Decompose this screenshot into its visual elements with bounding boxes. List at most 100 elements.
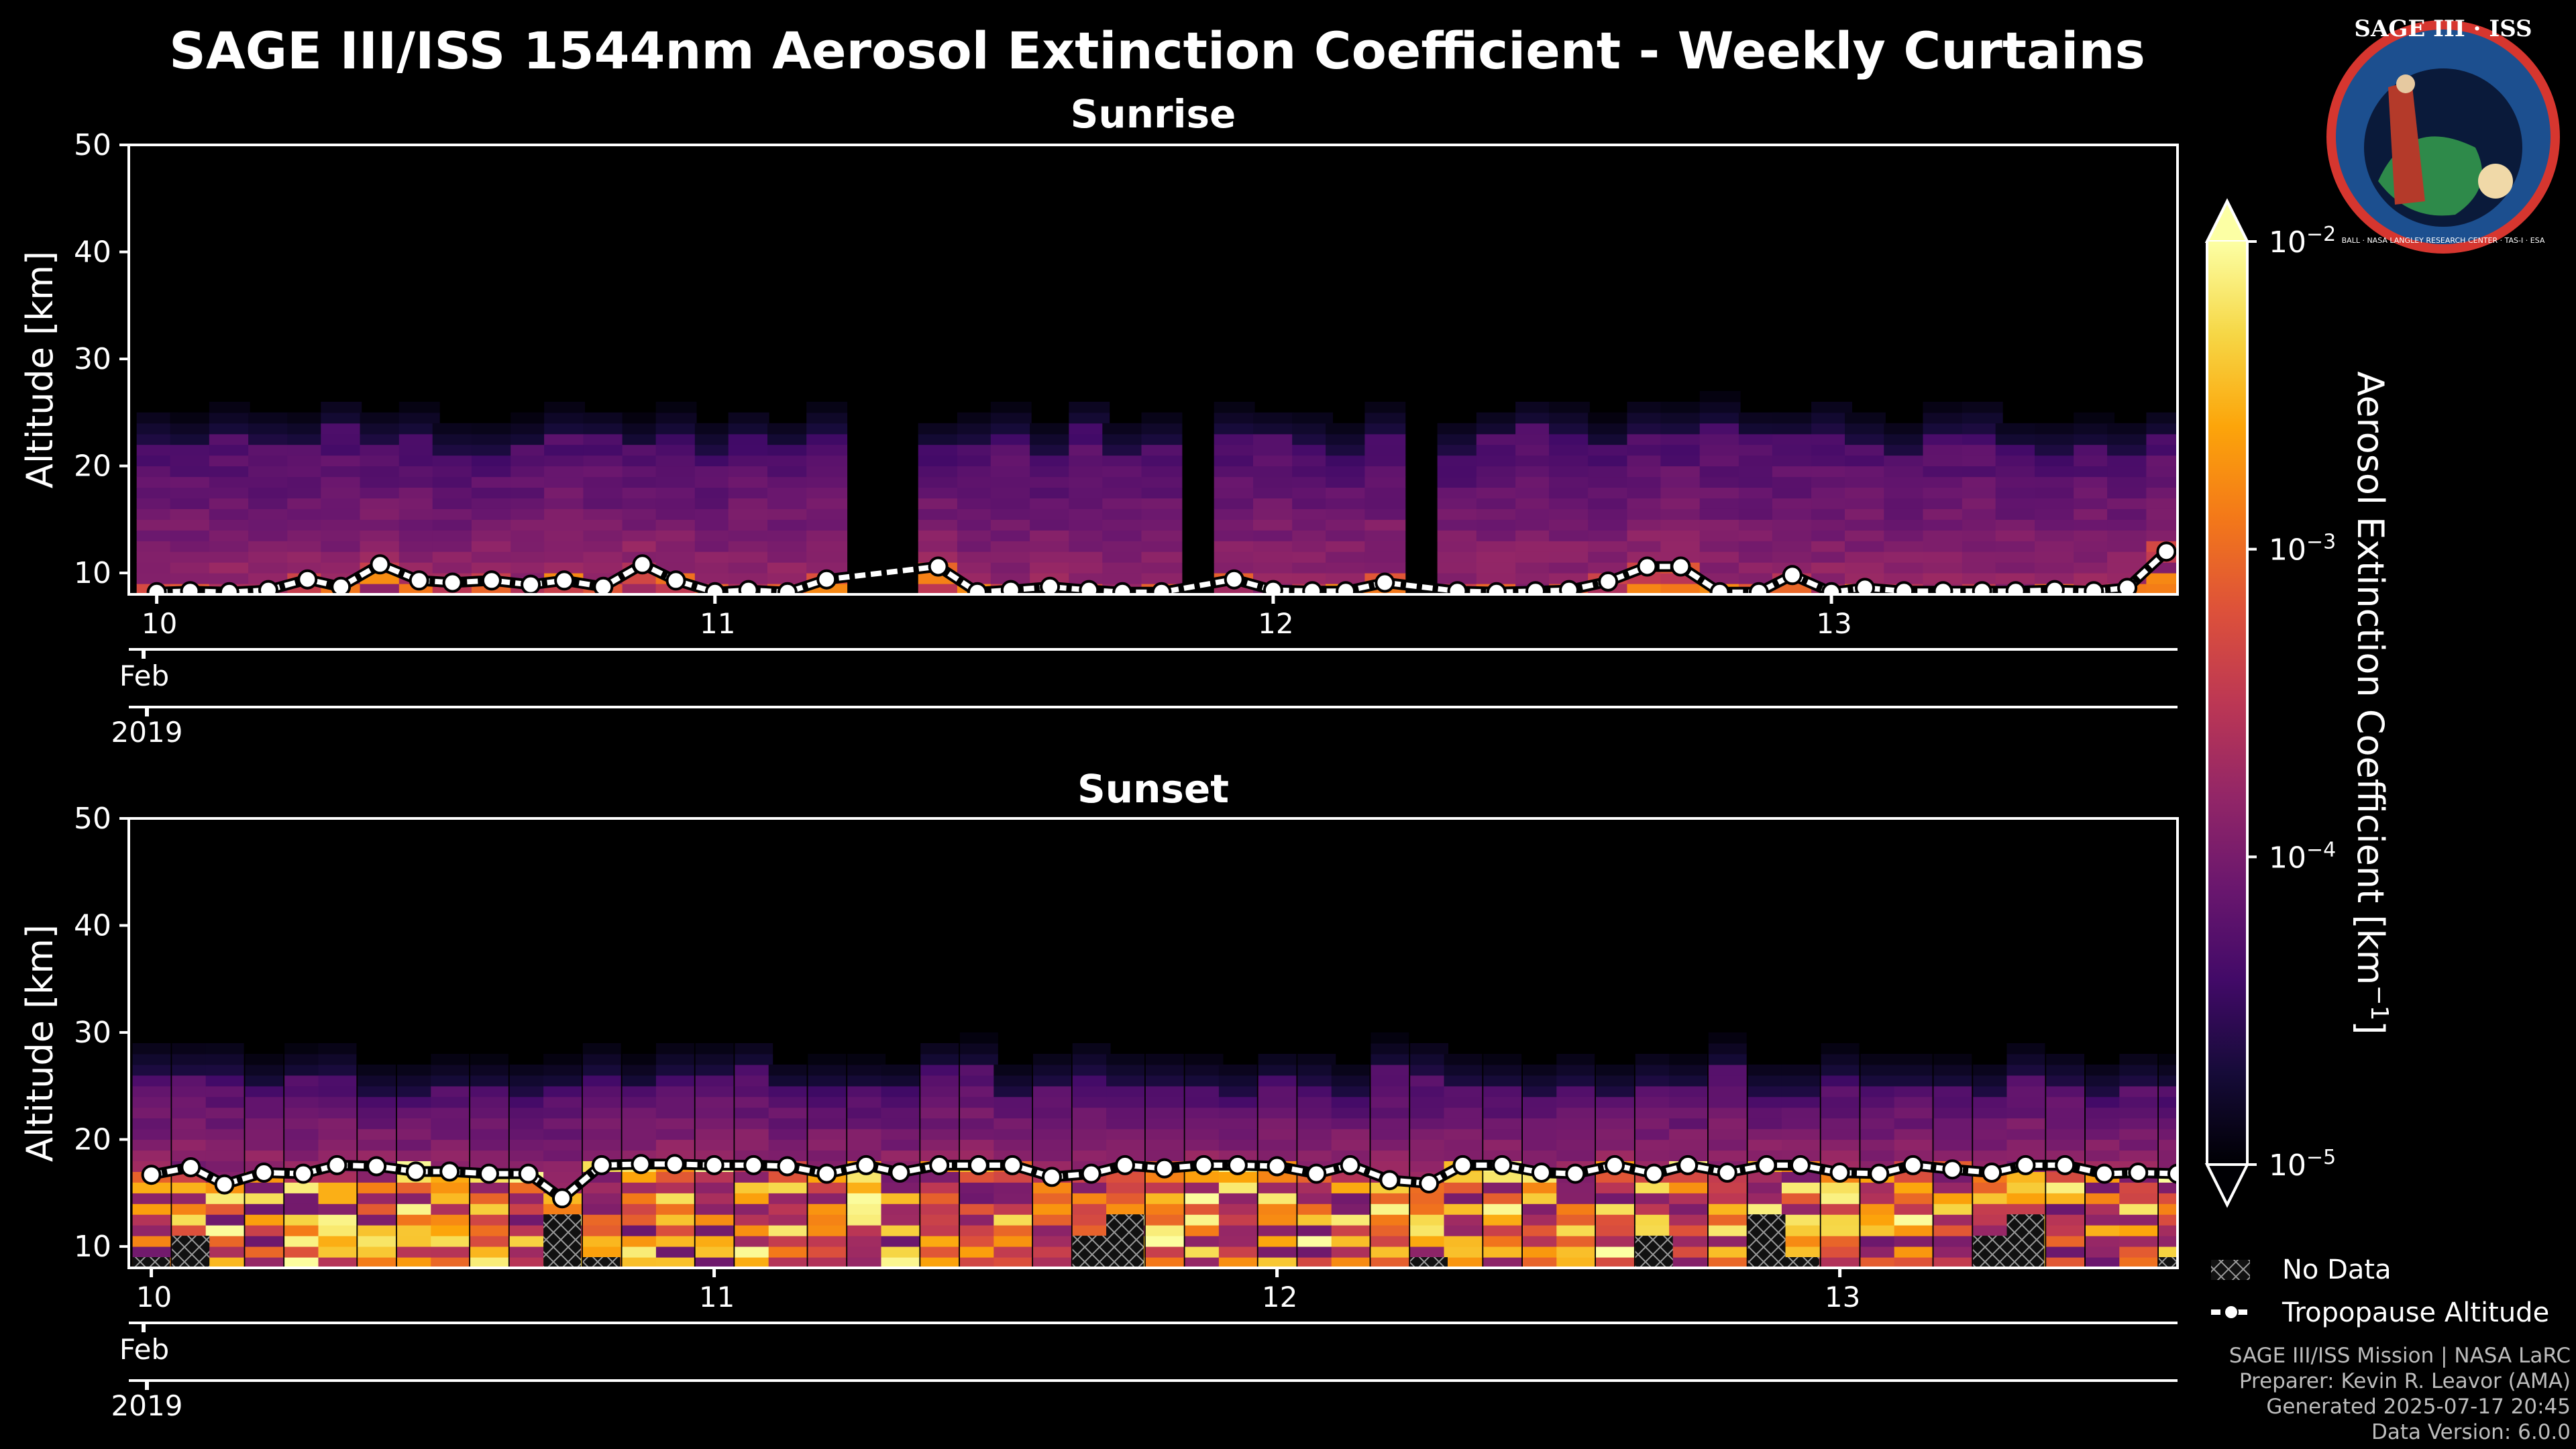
heatmap-cell xyxy=(1708,1182,1747,1193)
heatmap-cell xyxy=(1214,551,1255,563)
heatmap-cell xyxy=(136,444,178,456)
heatmap-cell xyxy=(1772,541,1813,552)
heatmap-cell xyxy=(1669,1171,1707,1183)
heatmap-cell xyxy=(1738,498,1780,509)
heatmap-cell xyxy=(287,498,329,509)
heatmap-cell xyxy=(1141,562,1183,574)
heatmap-cell xyxy=(1588,487,1629,498)
heatmap-cell xyxy=(1845,433,1886,445)
heatmap-cell xyxy=(132,1075,171,1087)
heatmap-cell xyxy=(509,1118,548,1130)
heatmap-cell xyxy=(1588,476,1629,488)
tropopause-point xyxy=(743,1155,764,1175)
heatmap-cell xyxy=(1072,1182,1111,1193)
heatmap-cell xyxy=(1860,1246,1899,1258)
heatmap-cell xyxy=(1884,455,1925,467)
heatmap-cell xyxy=(2107,455,2148,467)
heatmap-cell xyxy=(655,1203,694,1215)
heatmap-cell xyxy=(2006,1054,2045,1065)
heatmap-cell xyxy=(1292,487,1334,498)
heatmap-cell xyxy=(209,401,250,413)
heatmap-cell xyxy=(959,1128,998,1140)
heatmap-cell xyxy=(1772,551,1813,563)
heatmap-cell xyxy=(396,1064,435,1076)
heatmap-cell xyxy=(2006,1043,2045,1055)
heatmap-cell xyxy=(994,1139,1032,1151)
heatmap-cell xyxy=(432,508,474,520)
heatmap-cell xyxy=(2074,412,2115,424)
heatmap-cell xyxy=(1326,530,1366,541)
heatmap-cell xyxy=(959,1096,998,1108)
heatmap-cell xyxy=(1821,1257,1860,1268)
heatmap-cell xyxy=(509,1225,548,1236)
heatmap-cell xyxy=(172,1118,211,1130)
heatmap-cell xyxy=(695,1043,734,1055)
heatmap-cell xyxy=(287,487,329,498)
heatmap-cell xyxy=(209,573,250,584)
heatmap-cell xyxy=(509,1128,548,1140)
heatmap-cell xyxy=(1069,401,1110,413)
heatmap-cell xyxy=(1781,1214,1820,1226)
x-tick-label: 12 xyxy=(1262,1281,1297,1313)
heatmap-cell xyxy=(1821,1203,1860,1215)
heatmap-cell xyxy=(655,1075,694,1087)
heatmap-cell xyxy=(1962,551,2003,563)
heatmap-cell xyxy=(470,1064,508,1076)
heatmap-cell xyxy=(1145,1214,1184,1226)
heatmap-cell xyxy=(806,551,848,563)
heatmap-cell xyxy=(1483,1064,1522,1076)
heatmap-cell xyxy=(1253,530,1294,541)
heatmap-cell xyxy=(1588,423,1629,435)
heatmap-cell xyxy=(1030,444,1071,456)
heatmap-cell xyxy=(470,1107,508,1119)
heatmap-cell xyxy=(2035,519,2076,531)
heatmap-cell xyxy=(990,476,1032,488)
heatmap-cell xyxy=(1102,498,1144,509)
heatmap-cell xyxy=(655,466,697,478)
heatmap-cell xyxy=(1141,487,1183,498)
heatmap-cell xyxy=(1072,1085,1111,1097)
heatmap-cell xyxy=(1699,498,1741,509)
heatmap-cell xyxy=(959,1246,998,1258)
tropopause-point xyxy=(2015,1155,2036,1175)
heatmap-cell xyxy=(728,551,769,563)
heatmap-cell xyxy=(1185,1225,1224,1236)
heatmap-cell xyxy=(957,498,998,509)
heatmap-cell xyxy=(957,541,998,552)
heatmap-cell xyxy=(136,530,178,541)
heatmap-cell xyxy=(2146,530,2178,541)
heatmap-cell xyxy=(1738,423,1780,435)
heatmap-cell xyxy=(1669,1118,1707,1130)
heatmap-cell xyxy=(1331,1257,1370,1268)
heatmap-cell xyxy=(920,1182,959,1193)
heatmap-cell xyxy=(728,476,769,488)
heatmap-cell xyxy=(1072,1075,1111,1087)
heatmap-cell xyxy=(1437,551,1479,563)
heatmap-cell xyxy=(1894,1139,1933,1151)
heatmap-cell xyxy=(1884,508,1925,520)
heatmap-cell xyxy=(735,1085,773,1097)
heatmap-cell xyxy=(1894,1064,1933,1076)
heatmap-cell xyxy=(1033,1214,1071,1226)
heatmap-cell xyxy=(959,1236,998,1247)
heatmap-cell xyxy=(1708,1064,1747,1076)
heatmap-cell xyxy=(1292,551,1334,563)
heatmap-cell xyxy=(1185,1075,1224,1087)
heatmap-cell xyxy=(1708,1054,1747,1065)
heatmap-cell xyxy=(1102,433,1144,445)
heatmap-cell xyxy=(1185,1246,1224,1258)
heatmap-cell xyxy=(1218,1096,1257,1108)
heatmap-cell xyxy=(694,562,736,574)
heatmap-cell xyxy=(511,530,552,541)
no-data-region xyxy=(1748,1214,1786,1268)
heatmap-cell xyxy=(2119,1128,2158,1140)
heatmap-cell xyxy=(544,401,585,413)
heatmap-cell xyxy=(132,1107,171,1119)
tropopause-point xyxy=(1267,1156,1287,1177)
heatmap-cell xyxy=(990,508,1032,520)
heatmap-cell xyxy=(1933,1064,1972,1076)
heatmap-cell xyxy=(1364,562,1406,574)
heatmap-cell xyxy=(583,508,625,520)
heatmap-cell xyxy=(511,508,552,520)
heatmap-cell xyxy=(1549,487,1590,498)
